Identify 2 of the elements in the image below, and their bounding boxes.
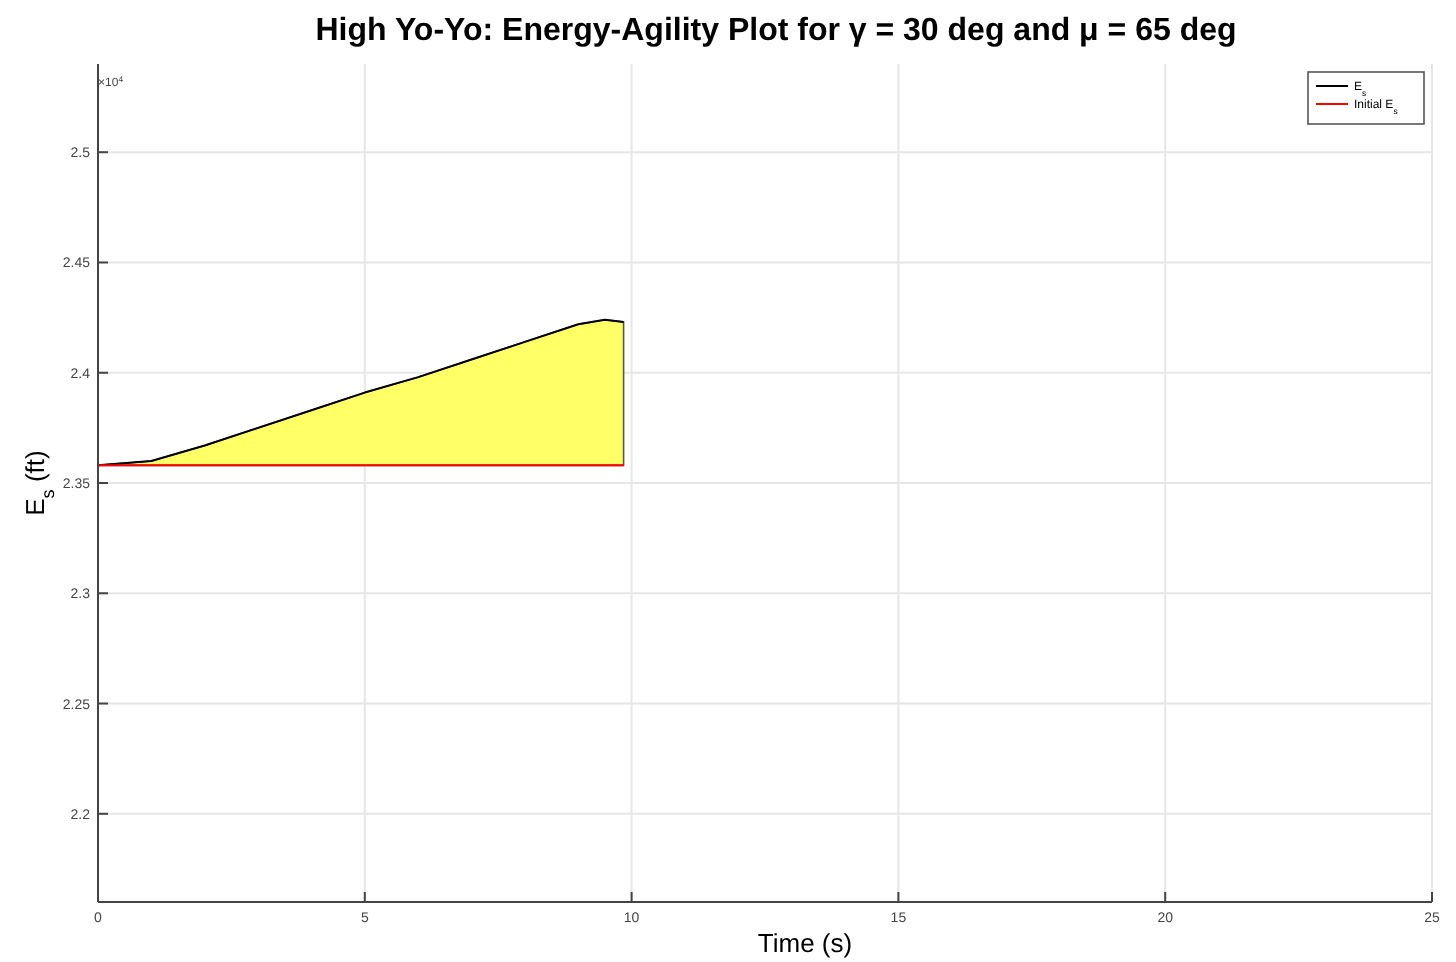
x-axis-title: Time (s) [757,928,853,958]
chart-title: High Yo-Yo: Energy-Agility Plot for γ = 30 deg and μ = 65 deg [315,14,1237,48]
